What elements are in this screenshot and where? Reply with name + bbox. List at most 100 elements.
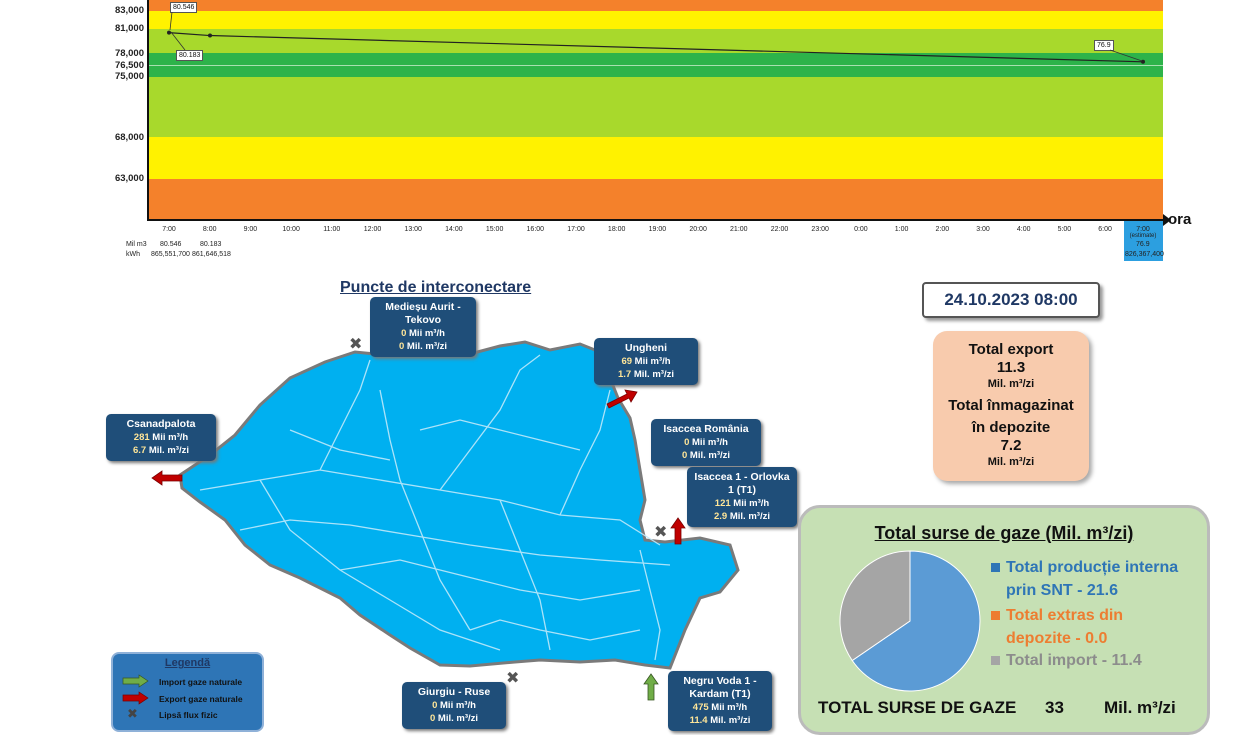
flow-unit: Mii m³/h <box>440 700 476 711</box>
x-tick: 12:00 <box>363 226 382 233</box>
flow-hourly: 0 <box>684 437 690 448</box>
export-arrow-csanadpalota <box>151 470 183 486</box>
total-label: TOTAL SURSE DE GAZE <box>818 698 1017 717</box>
export-storage-box: Total export 11.3 Mil. m³/zi Total înmag… <box>933 331 1089 481</box>
romania-shape <box>178 340 740 670</box>
x-tick: 10:00 <box>282 226 300 233</box>
flow-unit: Mil. m³/zi <box>710 715 751 726</box>
flow-daily: 0 <box>398 341 405 352</box>
x-tick: 20:00 <box>689 226 707 233</box>
callout-isaccea-romania[interactable]: Isaccea România 0 Mii m³/h 0 Mil. m³/zi <box>651 419 761 466</box>
y-tick: 83,000 <box>114 5 144 16</box>
flow-unit: Mii m³/h <box>733 498 770 509</box>
callout-ungheni[interactable]: Ungheni 69 Mii m³/h 1.7 Mil. m³/zi <box>594 338 698 385</box>
flow-daily: 0 <box>681 450 688 461</box>
callout-negru-voda[interactable]: Negru Voda 1 - Kardam (T1) 475 Mii m³/h … <box>668 671 772 731</box>
flow-daily: 6.7 <box>133 445 147 456</box>
flow-unit: Mii m³/h <box>409 328 445 339</box>
legend-entry: Total extras din depozite - 0.0 <box>1006 607 1124 647</box>
band-orange-bottom <box>149 179 1163 219</box>
y-tick: 76,500 <box>114 60 144 71</box>
import-arrow-icon <box>122 674 149 688</box>
point-label: 80.546 <box>170 2 198 13</box>
x-tick: 13:00 <box>404 226 422 233</box>
band-lightgreen-bottom <box>149 77 1163 137</box>
series-point <box>208 33 212 38</box>
x-axis <box>147 219 1167 221</box>
series-point <box>167 30 171 35</box>
flow-hourly: 281 <box>133 432 150 443</box>
total-value: 33 <box>1045 698 1064 717</box>
band-green-line <box>149 65 1163 66</box>
point-name: Ungheni <box>625 342 667 354</box>
x-tick: 18:00 <box>607 226 626 233</box>
x-tick: 22:00 <box>770 226 789 233</box>
storage-label: în depozite <box>971 419 1051 436</box>
legend-swatch <box>991 611 1000 620</box>
legend-entry: Total producție interna prin SNT - 21.6 <box>1006 559 1179 599</box>
export-arrow-ungheni <box>606 389 638 409</box>
flow-unit: Mii m³/h <box>692 437 728 448</box>
x-tick-last: 7:00 <box>1136 226 1150 233</box>
flow-unit: Mil. m³/zi <box>633 369 674 380</box>
import-arrow-negru-voda <box>643 673 659 701</box>
estimate-column <box>1124 221 1163 261</box>
callout-isaccea-t1[interactable]: Isaccea 1 - Orlovka 1 (T1) 121 Mii m³/h … <box>687 467 797 527</box>
band-yellow-top <box>149 11 1163 29</box>
storage-unit: Mil. m³/zi <box>987 456 1035 468</box>
x-tick: 5:00 <box>1057 226 1072 233</box>
point-label: 80.183 <box>176 50 204 61</box>
gas-sources-panel: Total surse de gaze (Mil. m³/zi) Total p… <box>798 505 1210 735</box>
export-label: Total export <box>968 341 1054 358</box>
band-lightgreen-top <box>149 29 1163 53</box>
flow-daily: 1.7 <box>618 369 632 380</box>
x-tick: 0:00 <box>854 226 868 233</box>
x-tick: 2:00 <box>935 226 950 233</box>
sources-title: Total surse de gaze (Mil. m³/zi) <box>874 523 1134 543</box>
x-tick: 23:00 <box>811 226 829 233</box>
export-value: 11.3 <box>996 359 1026 376</box>
row-label-kwh: kWh <box>126 251 140 258</box>
band-orange-top <box>149 0 1163 11</box>
kwh-value: 826,367,400 <box>1125 251 1164 258</box>
pie-slice <box>851 550 981 692</box>
point-name: Medieșu Aurit - <box>385 301 461 313</box>
callout-csanadpalota[interactable]: Csanadpalota 281 Mii m³/h 6.7 Mil. m³/zi <box>106 414 216 461</box>
y-tick: 63,000 <box>114 173 144 184</box>
flow-unit: Mil. m³/zi <box>729 511 770 522</box>
point-name: Isaccea 1 - Orlovka <box>694 471 790 483</box>
y-tick: 68,000 <box>114 132 144 143</box>
legend-entry: Total import - 11.4 <box>1006 652 1142 669</box>
callout-giurgiu[interactable]: Giurgiu - Ruse 0 Mii m³/h 0 Mil. m³/zi <box>402 682 506 729</box>
point-name: Csanadpalota <box>126 418 196 430</box>
x-axis-label: ora <box>1168 211 1192 228</box>
x-tick: 1:00 <box>894 226 909 233</box>
flow-hourly: 121 <box>714 498 731 509</box>
legend-swatch <box>991 656 1000 665</box>
callout-mediesu[interactable]: Medieșu Aurit - Tekovo 0 Mii m³/h 0 Mil.… <box>370 297 476 357</box>
storage-value: 7.2 <box>1000 437 1022 454</box>
no-flow-icon: ✖ <box>506 670 520 687</box>
x-tick-last-sub: (estimate) <box>1129 233 1157 239</box>
point-name: Kardam (T1) <box>689 688 751 700</box>
point-name: Negru Voda 1 - <box>683 675 757 687</box>
flow-unit: Mii m³/h <box>711 702 748 713</box>
pie-slice <box>839 550 911 662</box>
total-unit: Mil. m³/zi <box>1104 698 1176 717</box>
point-name: 1 (T1) <box>727 484 756 496</box>
export-unit: Mil. m³/zi <box>987 378 1035 390</box>
y-tick: 78,000 <box>114 48 144 59</box>
flow-unit: Mii m³/h <box>152 432 189 443</box>
x-tick: 15:00 <box>485 226 504 233</box>
flow-unit: Mil. m³/zi <box>689 450 731 461</box>
mil-value: 80.546 <box>160 241 182 248</box>
x-tick: 21:00 <box>730 226 748 233</box>
flow-daily: 2.9 <box>714 511 728 522</box>
legend: Legendă Import gaze naturale Export gaze… <box>111 652 264 732</box>
x-tick: 9:00 <box>243 226 258 233</box>
point-name: Tekovo <box>405 314 441 326</box>
point-label: 76.9 <box>1094 40 1114 51</box>
datetime-box: 24.10.2023 08:00 <box>922 282 1100 318</box>
mil-value: 76.9 <box>1136 241 1150 248</box>
kwh-value: 865,551,700 <box>151 251 190 258</box>
